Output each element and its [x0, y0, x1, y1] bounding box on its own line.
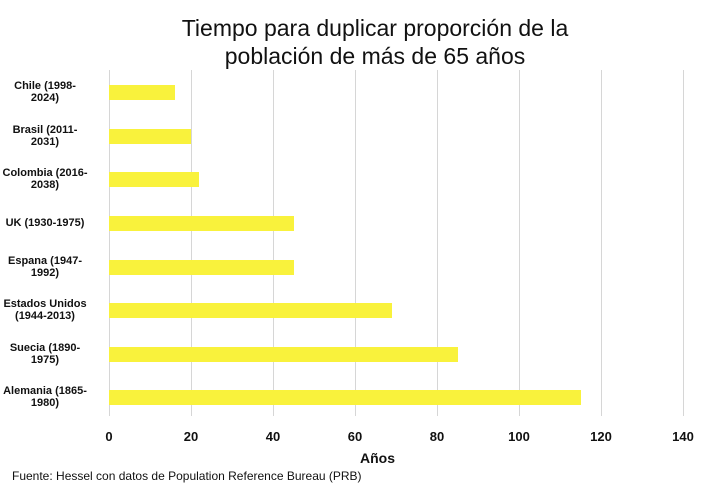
x-tick-label: 20: [183, 429, 199, 444]
gridline: [355, 70, 356, 416]
y-category-label: Alemania (1865- 1980): [0, 385, 100, 409]
bar: [109, 302, 392, 318]
y-category-label-line: Colombia (2016-: [2, 167, 88, 179]
y-category-label-line: 1975): [30, 354, 60, 366]
bar: [109, 128, 191, 144]
gridline: [191, 70, 192, 416]
y-category-label-line: Espana (1947-: [8, 255, 82, 267]
bar: [109, 346, 458, 362]
bar: [109, 389, 581, 405]
y-category-label-line: Chile (1998-: [14, 80, 76, 92]
gridline: [519, 70, 520, 416]
x-tick-label: 140: [672, 429, 694, 444]
x-tick-label: 40: [265, 429, 281, 444]
y-category-label-line: UK (1930-1975): [5, 217, 85, 229]
x-axis-label: Años: [360, 450, 395, 466]
y-category-label-line: Alemania (1865-: [3, 385, 87, 397]
source-note: Fuente: Hessel con datos de Population R…: [12, 469, 362, 483]
y-category-label: Estados Unidos (1944-2013): [0, 298, 100, 322]
y-category-label-line: 1980): [30, 397, 60, 409]
y-category-label-line: 2024): [30, 92, 60, 104]
y-category-label-line: 2038): [30, 179, 60, 191]
y-category-label: UK (1930-1975): [0, 217, 100, 229]
gridline: [109, 70, 110, 416]
x-tick-label: 100: [508, 429, 530, 444]
y-category-label: Brasil (2011- 2031): [0, 124, 100, 148]
x-tick-label: 120: [590, 429, 612, 444]
gridline: [601, 70, 602, 416]
y-category-label-line: 2031): [30, 136, 60, 148]
chart-title: Tiempo para duplicar proporción de la po…: [0, 14, 720, 70]
y-category-label-line: Estados Unidos: [3, 298, 87, 310]
x-tick-label: 60: [347, 429, 363, 444]
x-tick-label: 0: [105, 429, 113, 444]
bar: [109, 171, 200, 187]
y-category-label-line: 1992): [30, 267, 60, 279]
y-category-label: Espana (1947- 1992): [0, 255, 100, 279]
y-category-label-line: Suecia (1890-: [9, 342, 81, 354]
gridline: [437, 70, 438, 416]
y-category-label: Suecia (1890- 1975): [0, 342, 100, 366]
plot-area: [109, 70, 689, 416]
bar: [109, 215, 294, 231]
gridline: [683, 70, 684, 416]
y-category-label: Colombia (2016- 2038): [0, 167, 100, 191]
x-tick-label: 80: [429, 429, 445, 444]
y-category-label-line: (1944-2013): [15, 310, 75, 322]
bar: [109, 259, 294, 275]
y-category-label: Chile (1998- 2024): [0, 80, 100, 104]
y-category-label-line: Brasil (2011-: [12, 124, 78, 136]
chart-title-line-1: Tiempo para duplicar proporción de la: [181, 15, 569, 41]
gridline: [273, 70, 274, 416]
chart-title-line-2: población de más de 65 años: [224, 43, 526, 69]
bar: [109, 84, 175, 100]
